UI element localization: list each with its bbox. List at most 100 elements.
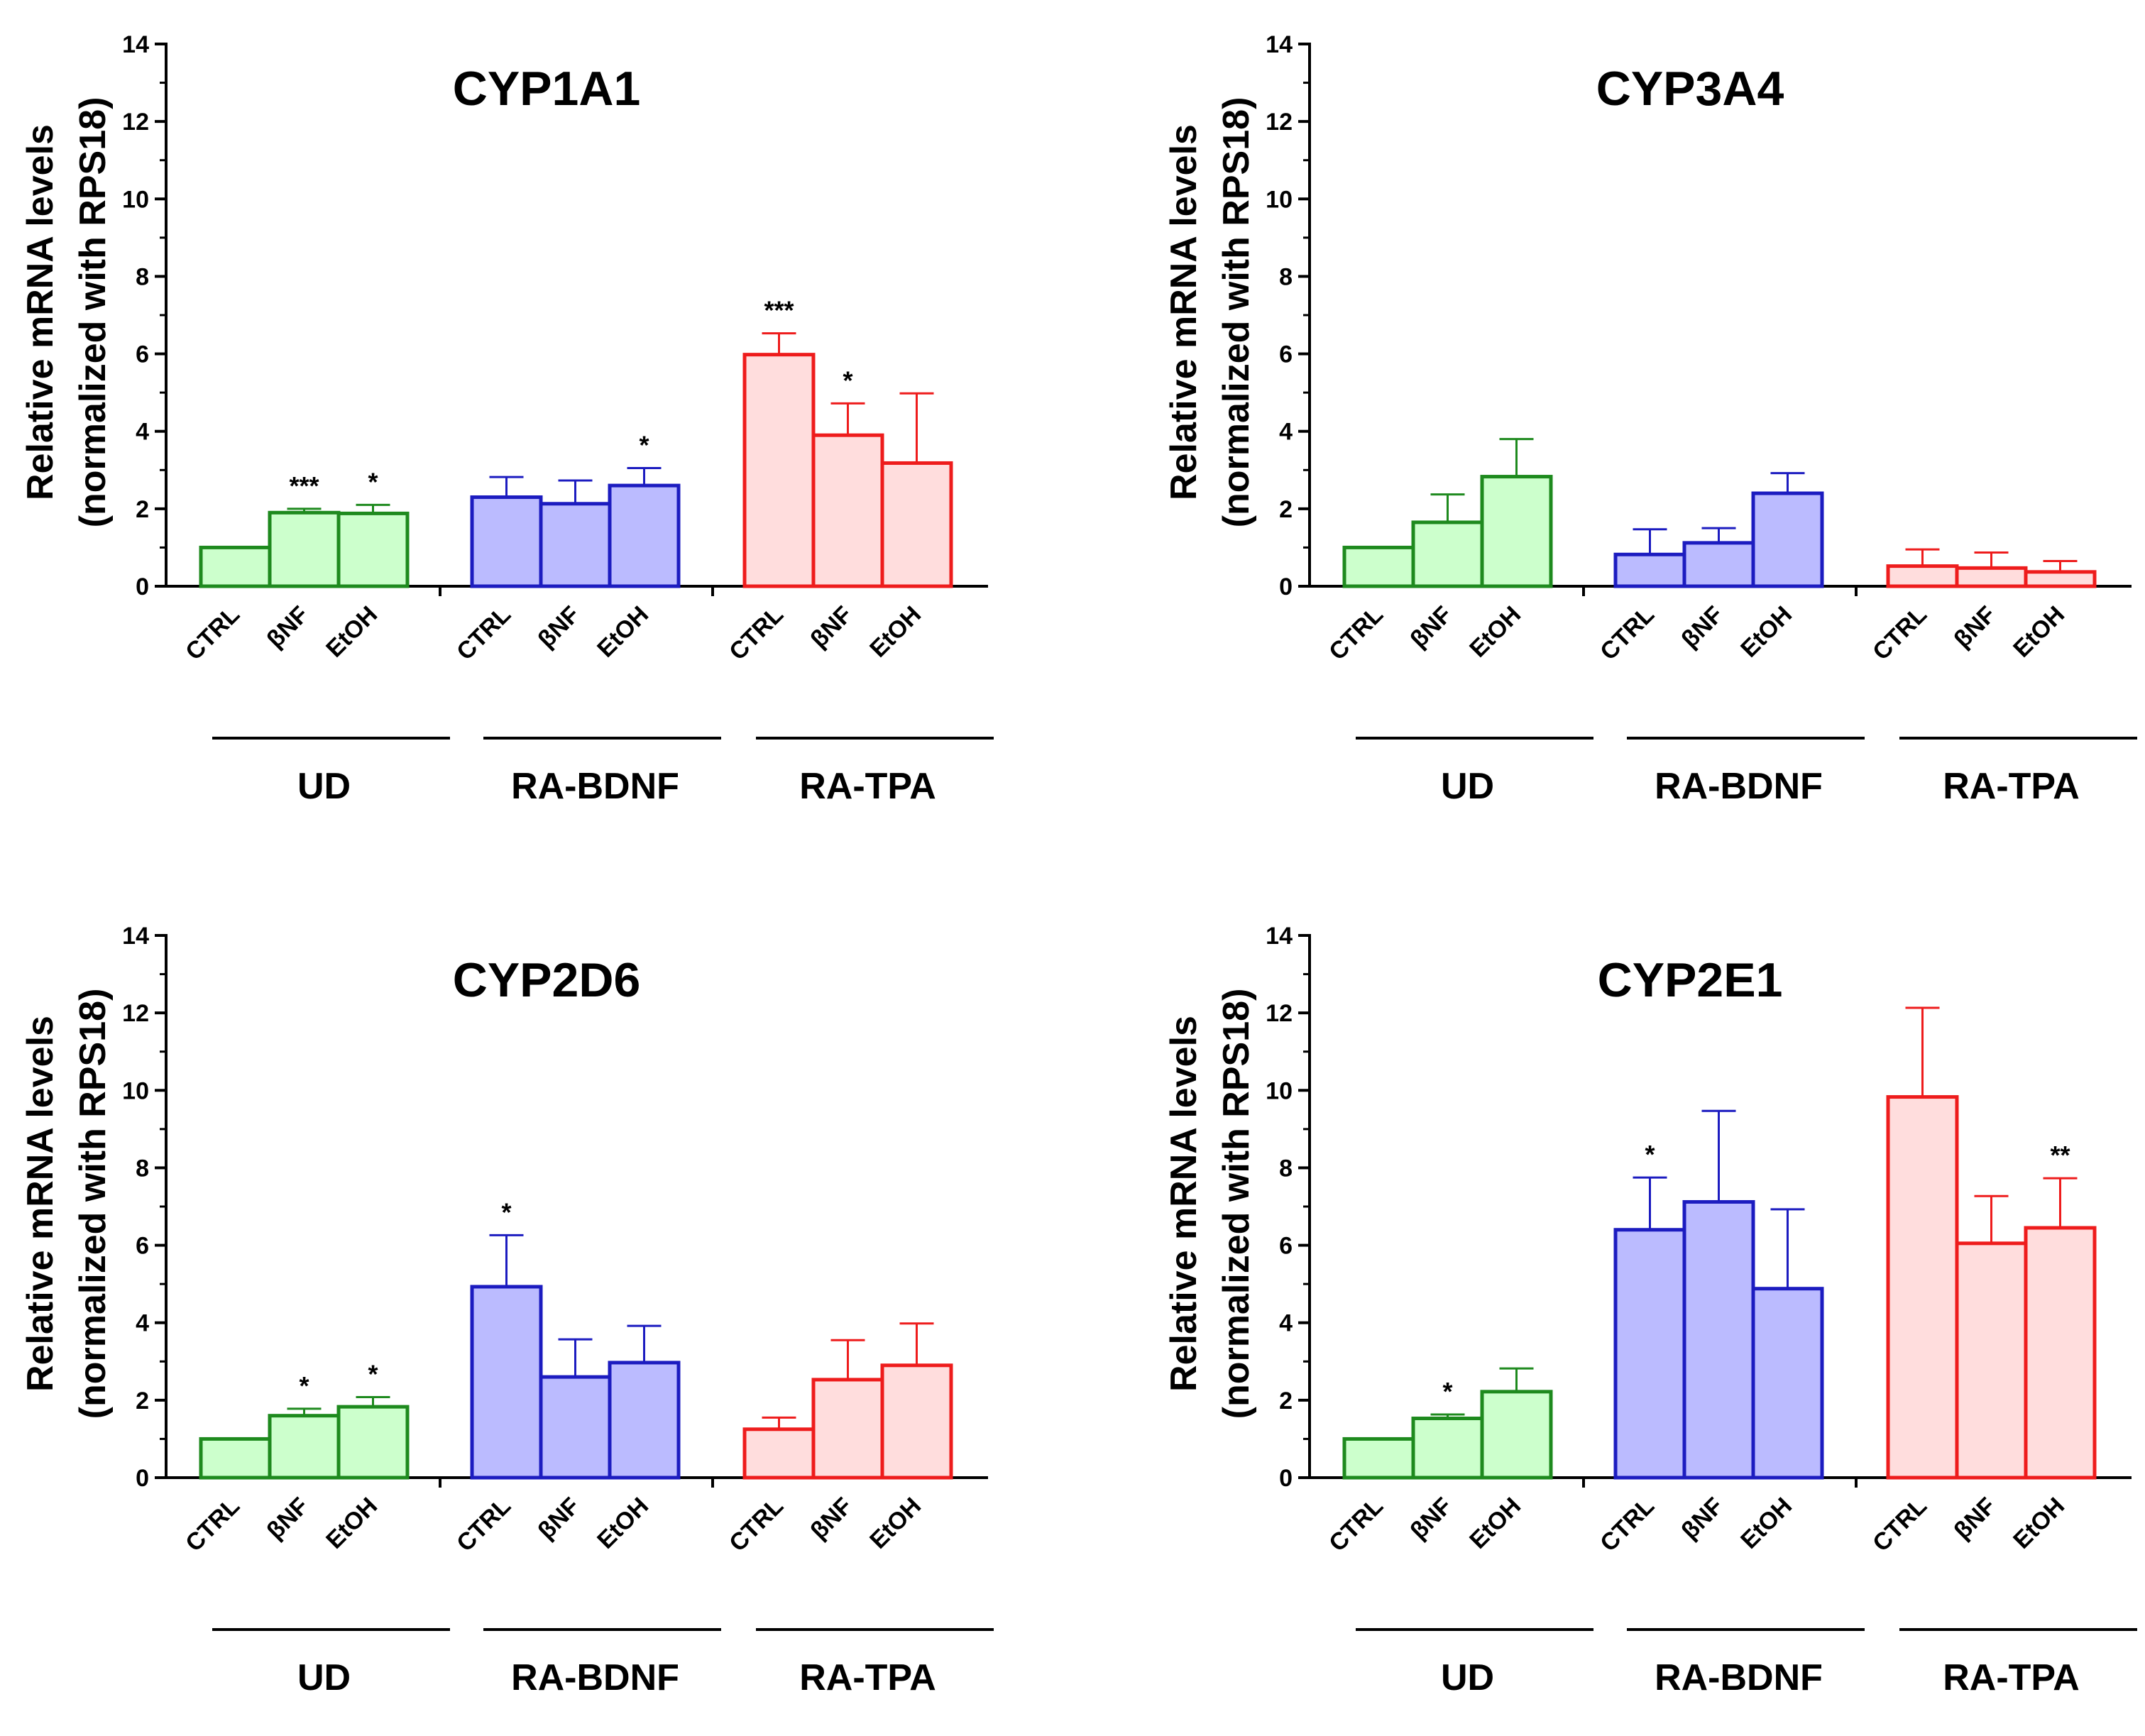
- y-tick-label: 2: [136, 496, 149, 523]
- bar-ud-3: [336, 1405, 410, 1480]
- bar-ra-tpa-2: [1955, 1241, 2028, 1480]
- bar-ud-1: [199, 545, 272, 588]
- x-tick-label: EtOH: [2008, 1493, 2070, 1554]
- bar-ra-bdnf-1: [1613, 552, 1686, 588]
- bar-ra-tpa-3: [2024, 570, 2097, 588]
- x-tick-label: βNF: [533, 601, 586, 654]
- bar-ud-1: [1342, 1436, 1415, 1480]
- group-label-ra-bdnf: RA-BDNF: [1655, 766, 1823, 807]
- x-tick-label: βNF: [262, 601, 314, 654]
- x-tick-label: βNF: [533, 1493, 586, 1545]
- bar-ra-tpa-1: [1886, 564, 1959, 588]
- y-tick-label: 14: [1266, 31, 1293, 58]
- x-tick-label: CTRL: [1595, 1493, 1660, 1557]
- significance-label: *: [639, 431, 649, 460]
- y-tick-label: 8: [1279, 263, 1293, 290]
- x-tick-label: CTRL: [1324, 1493, 1388, 1557]
- chart-svg: CYP1A1 Relative mRNA levels (normalized wi…: [20, 31, 994, 807]
- y-axis-label-2: (normalized with RPS18): [1216, 97, 1257, 528]
- y-axis-label: Relative mRNA levels: [20, 1016, 61, 1392]
- y-tick-label: 2: [1279, 1388, 1293, 1414]
- x-tick-label: CTRL: [180, 601, 245, 666]
- bar-ra-bdnf-1: [470, 495, 543, 588]
- x-tick-label: βNF: [1949, 601, 2002, 654]
- y-tick-label: 2: [1279, 496, 1293, 523]
- y-tick-label: 14: [122, 923, 149, 950]
- bar-ra-bdnf-2: [539, 502, 612, 588]
- bar-ud-3: [336, 511, 410, 588]
- x-tick-label: CTRL: [724, 601, 789, 666]
- x-tick-label: βNF: [262, 1493, 314, 1545]
- bar-ra-tpa-2: [811, 1378, 884, 1480]
- significance-label: ***: [764, 296, 794, 325]
- bar-ra-tpa-1: [742, 353, 816, 588]
- significance-label: *: [368, 1359, 378, 1388]
- chart-title: CYP2D6: [453, 953, 641, 1007]
- bar-ra-bdnf-2: [539, 1375, 612, 1480]
- bar-ra-bdnf-1: [1613, 1228, 1686, 1480]
- x-tick-label: βNF: [1677, 601, 1729, 654]
- x-tick-label: CTRL: [1867, 601, 1932, 666]
- bar-ra-tpa-3: [2024, 1226, 2097, 1480]
- y-tick-label: 10: [1266, 1077, 1293, 1104]
- y-axis-label-2: (normalized with RPS18): [72, 989, 114, 1419]
- x-tick-label: EtOH: [2008, 601, 2070, 663]
- y-tick-label: 6: [1279, 341, 1293, 368]
- y-tick-label: 4: [1279, 419, 1293, 446]
- bar-ra-tpa-1: [742, 1427, 816, 1480]
- y-tick-label: 2: [136, 1388, 149, 1414]
- x-tick-label: EtOH: [1464, 601, 1526, 663]
- chart-svg: CYP3A4 Relative mRNA levels (normalized wi…: [1163, 31, 2137, 807]
- bar-ra-tpa-3: [880, 1363, 953, 1480]
- bar-ra-bdnf-3: [1751, 491, 1824, 588]
- y-tick-label: 12: [122, 109, 149, 136]
- x-tick-label: CTRL: [1595, 601, 1660, 666]
- y-axis-label-2: (normalized with RPS18): [1216, 989, 1257, 1419]
- bar-ra-bdnf-3: [608, 1361, 681, 1480]
- group-label-ra-tpa: RA-TPA: [799, 1657, 936, 1698]
- x-tick-label: CTRL: [724, 1493, 789, 1557]
- bar-ra-bdnf-2: [1682, 541, 1755, 588]
- bar-ra-bdnf-2: [1682, 1199, 1755, 1480]
- x-tick-label: EtOH: [592, 601, 654, 663]
- group-label-ud: UD: [297, 1657, 351, 1698]
- group-label-ra-tpa: RA-TPA: [799, 766, 936, 807]
- y-tick-label: 8: [136, 1155, 149, 1182]
- x-tick-label: βNF: [806, 601, 858, 654]
- significance-label: ***: [289, 471, 319, 500]
- chart-panel-cyp1a1: CYP1A1 Relative mRNA levels (normalized wi…: [0, 0, 1072, 845]
- bar-ra-tpa-2: [1955, 566, 2028, 588]
- y-tick-label: 0: [136, 1465, 149, 1492]
- bar-ra-tpa-3: [880, 461, 953, 588]
- chart-panel-cyp3a4: CYP3A4 Relative mRNA levels (normalized wi…: [1143, 0, 2145, 845]
- bar-ra-tpa-2: [811, 433, 884, 588]
- x-tick-label: EtOH: [1464, 1493, 1526, 1554]
- bar-ud-2: [268, 510, 341, 588]
- x-tick-label: CTRL: [451, 601, 516, 666]
- x-tick-label: CTRL: [180, 1493, 245, 1557]
- chart-panel-cyp2e1: CYP2E1 Relative mRNA levels (normalized wi…: [1143, 891, 2145, 1736]
- y-tick-label: 4: [136, 1310, 149, 1337]
- y-tick-label: 0: [1279, 1465, 1293, 1492]
- x-tick-label: EtOH: [865, 601, 926, 663]
- y-tick-label: 10: [122, 1077, 149, 1104]
- group-label-ud: UD: [297, 766, 351, 807]
- x-tick-label: EtOH: [321, 1493, 383, 1554]
- y-tick-label: 10: [1266, 186, 1293, 213]
- figure: CYP1A1 Relative mRNA levels (normalized wi…: [0, 0, 2145, 1698]
- y-tick-label: 0: [136, 573, 149, 600]
- y-tick-label: 6: [136, 341, 149, 368]
- significance-label: *: [1442, 1377, 1452, 1406]
- y-tick-label: 8: [1279, 1155, 1293, 1182]
- group-label-ra-bdnf: RA-BDNF: [1655, 1657, 1823, 1698]
- y-tick-label: 0: [1279, 573, 1293, 600]
- bar-ud-3: [1480, 1390, 1553, 1480]
- significance-label: *: [299, 1371, 309, 1400]
- x-tick-label: CTRL: [451, 1493, 516, 1557]
- group-label-ra-bdnf: RA-BDNF: [511, 766, 679, 807]
- y-axis-label: Relative mRNA levels: [1163, 1016, 1205, 1392]
- bar-ud-1: [1342, 545, 1415, 588]
- x-tick-label: βNF: [806, 1493, 858, 1545]
- x-tick-label: EtOH: [592, 1493, 654, 1554]
- chart-svg: CYP2E1 Relative mRNA levels (normalized wi…: [1163, 923, 2137, 1698]
